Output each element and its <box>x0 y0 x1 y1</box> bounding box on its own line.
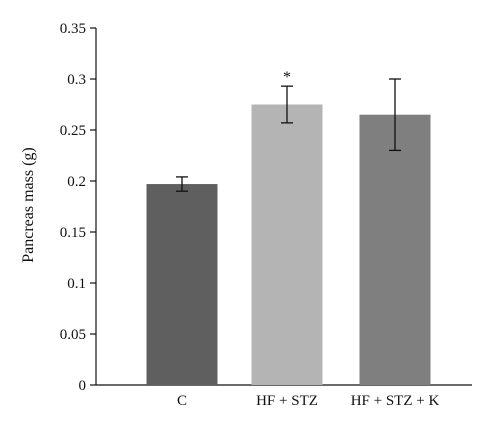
y-tick-label: 0.2 <box>67 174 86 190</box>
annotations: * <box>283 69 291 86</box>
y-tick-label: 0.3 <box>67 72 86 88</box>
y-tick-label: 0.1 <box>67 276 86 292</box>
y-tick-label: 0.05 <box>60 327 86 343</box>
bar <box>146 184 218 385</box>
y-tick-label: 0.25 <box>60 123 86 139</box>
x-category-label: HF + STZ + K <box>351 393 440 409</box>
y-tick-label: 0 <box>79 378 87 394</box>
error-bars <box>176 78 401 192</box>
y-axis-ticks: 0 0.05 0.1 0.15 0.2 0.25 0.3 0.35 <box>60 21 96 394</box>
y-axis-title: Pancreas mass (g) <box>20 147 37 263</box>
bar-series <box>146 104 431 385</box>
y-tick-label: 0.15 <box>60 225 86 241</box>
x-axis-labels: C HF + STZ HF + STZ + K <box>177 393 439 409</box>
bar <box>251 104 323 385</box>
x-category-label: HF + STZ <box>256 393 318 409</box>
bar <box>359 114 431 385</box>
y-tick-label: 0.35 <box>60 21 86 37</box>
significance-marker: * <box>283 69 291 86</box>
x-category-label: C <box>177 393 187 409</box>
